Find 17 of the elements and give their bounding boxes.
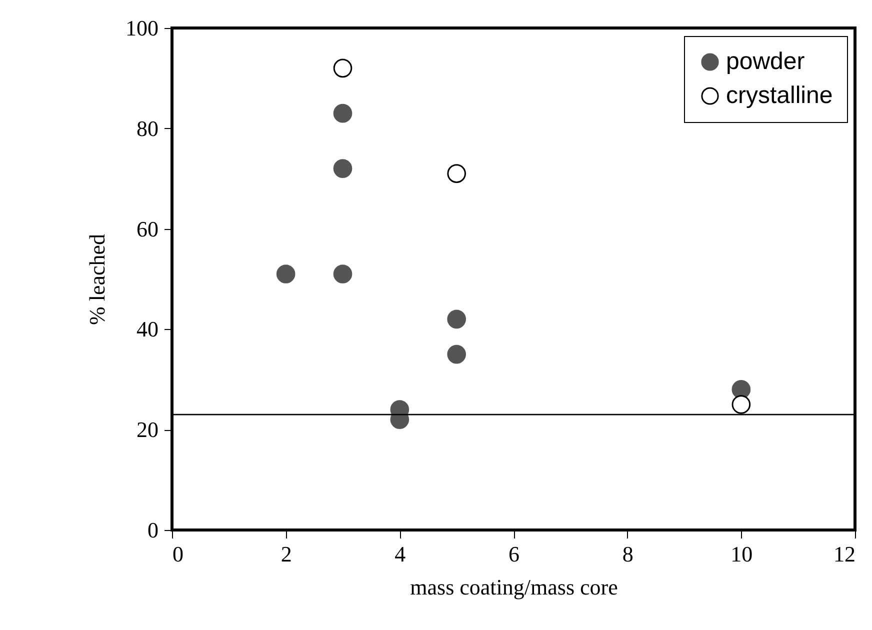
x-tick-label: 0	[172, 542, 184, 566]
x-tick-label: 10	[730, 542, 753, 566]
x-tick-label: 4	[394, 542, 406, 566]
y-tick-label: 60	[136, 216, 158, 242]
x-tick-label: 12	[834, 542, 856, 566]
x-tick-label: 6	[508, 542, 520, 566]
y-tick-label: 40	[136, 316, 158, 342]
legend-label: crystalline	[726, 82, 833, 109]
y-tick-label: 20	[136, 417, 158, 442]
x-tick-label: 2	[280, 542, 292, 566]
x-tick-label: 8	[622, 542, 634, 566]
x-axis-title: mass coating/mass core	[410, 574, 618, 600]
y-tick-label: 100	[126, 16, 158, 40]
y-axis-title: % leached	[84, 234, 110, 325]
legend-label: powder	[726, 48, 805, 75]
y-tick-label: 0	[148, 518, 158, 542]
y-tick-label: 80	[136, 116, 158, 141]
